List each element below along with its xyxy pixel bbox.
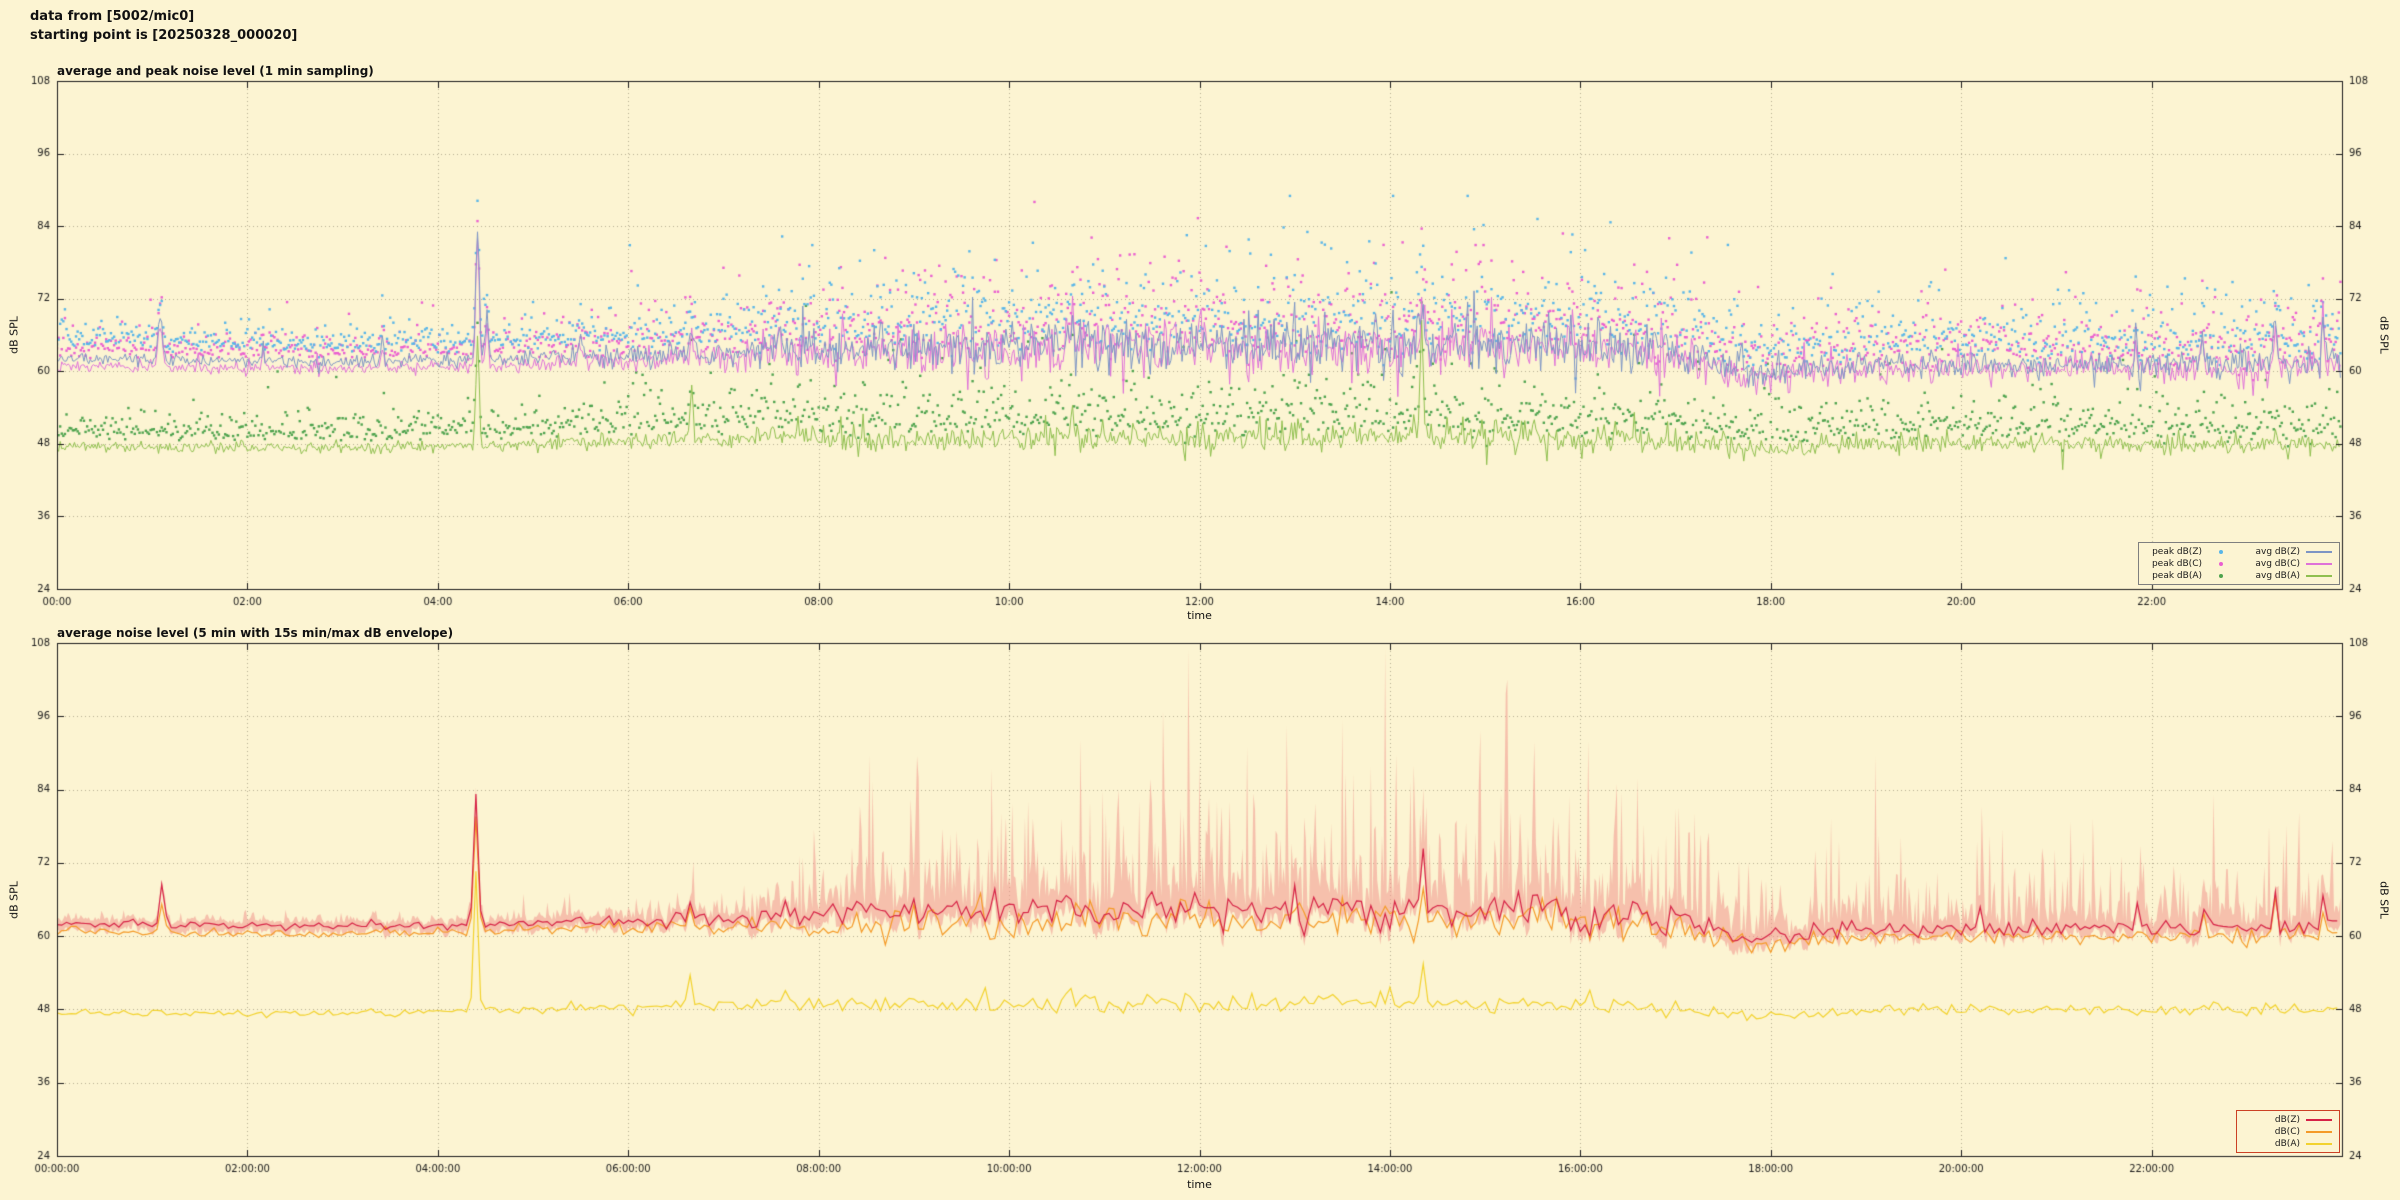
legend-label: dB(Z)	[2274, 1114, 2300, 1125]
legend-entry: dB(C)	[2244, 1126, 2332, 1137]
legend-label: peak dB(Z)	[2152, 546, 2202, 557]
x-axis-label-bottom: time	[1187, 1178, 1212, 1191]
legend-line-swatch	[2306, 550, 2332, 553]
legend-label: peak dB(A)	[2152, 570, 2202, 581]
legend-line-swatch	[2306, 1130, 2332, 1133]
legend-point-swatch	[2219, 561, 2223, 566]
legend-entry: dB(Z)	[2244, 1114, 2332, 1125]
legend-entry: peak dB(Z)	[2146, 546, 2234, 557]
chart-title-bottom: average noise level (5 min with 15s min/…	[57, 626, 454, 640]
y-axis-label-left-top: dB SPL	[7, 316, 21, 354]
legend-label: avg dB(C)	[2255, 558, 2300, 569]
legend-line-swatch	[2306, 562, 2332, 565]
plot-canvas-bottom	[0, 625, 2400, 1200]
legend-label: peak dB(C)	[2151, 558, 2202, 569]
legend-label: dB(A)	[2274, 1138, 2300, 1149]
y-axis-label-left-bottom: dB SPL	[7, 881, 21, 919]
chart-avg-peak-1min: average and peak noise level (1 min samp…	[0, 31, 2400, 625]
legend-label: avg dB(A)	[2255, 570, 2300, 581]
y-axis-label-right-bottom: dB SPL	[2377, 881, 2391, 919]
plot-canvas-top	[0, 31, 2400, 625]
legend-bottom: dB(Z) dB(C) dB(A)	[2236, 1110, 2340, 1153]
legend-label: avg dB(Z)	[2255, 546, 2301, 557]
header-line-1: data from [5002/mic0]	[30, 9, 195, 24]
legend-line-swatch	[2306, 1142, 2332, 1145]
legend-entry: avg dB(C)	[2244, 558, 2332, 569]
legend-entry: avg dB(A)	[2244, 570, 2332, 581]
legend-point-swatch	[2219, 573, 2223, 578]
legend-label: dB(C)	[2274, 1126, 2300, 1137]
chart-avg-5min-envelope: average noise level (5 min with 15s min/…	[0, 625, 2400, 1200]
legend-entry: dB(A)	[2244, 1138, 2332, 1149]
legend-entry: peak dB(A)	[2146, 570, 2234, 581]
chart-title-top: average and peak noise level (1 min samp…	[57, 64, 374, 78]
y-axis-label-right-top: dB SPL	[2377, 316, 2391, 354]
legend-line-swatch	[2306, 1118, 2332, 1121]
x-axis-label-top: time	[1187, 609, 1212, 622]
legend-entry: peak dB(C)	[2146, 558, 2234, 569]
legend-point-swatch	[2219, 549, 2223, 554]
legend-top: peak dB(Z) peak dB(C) peak dB(A) avg dB(Z) a…	[2138, 542, 2340, 585]
legend-line-swatch	[2306, 574, 2332, 577]
legend-entry: avg dB(Z)	[2244, 546, 2332, 557]
